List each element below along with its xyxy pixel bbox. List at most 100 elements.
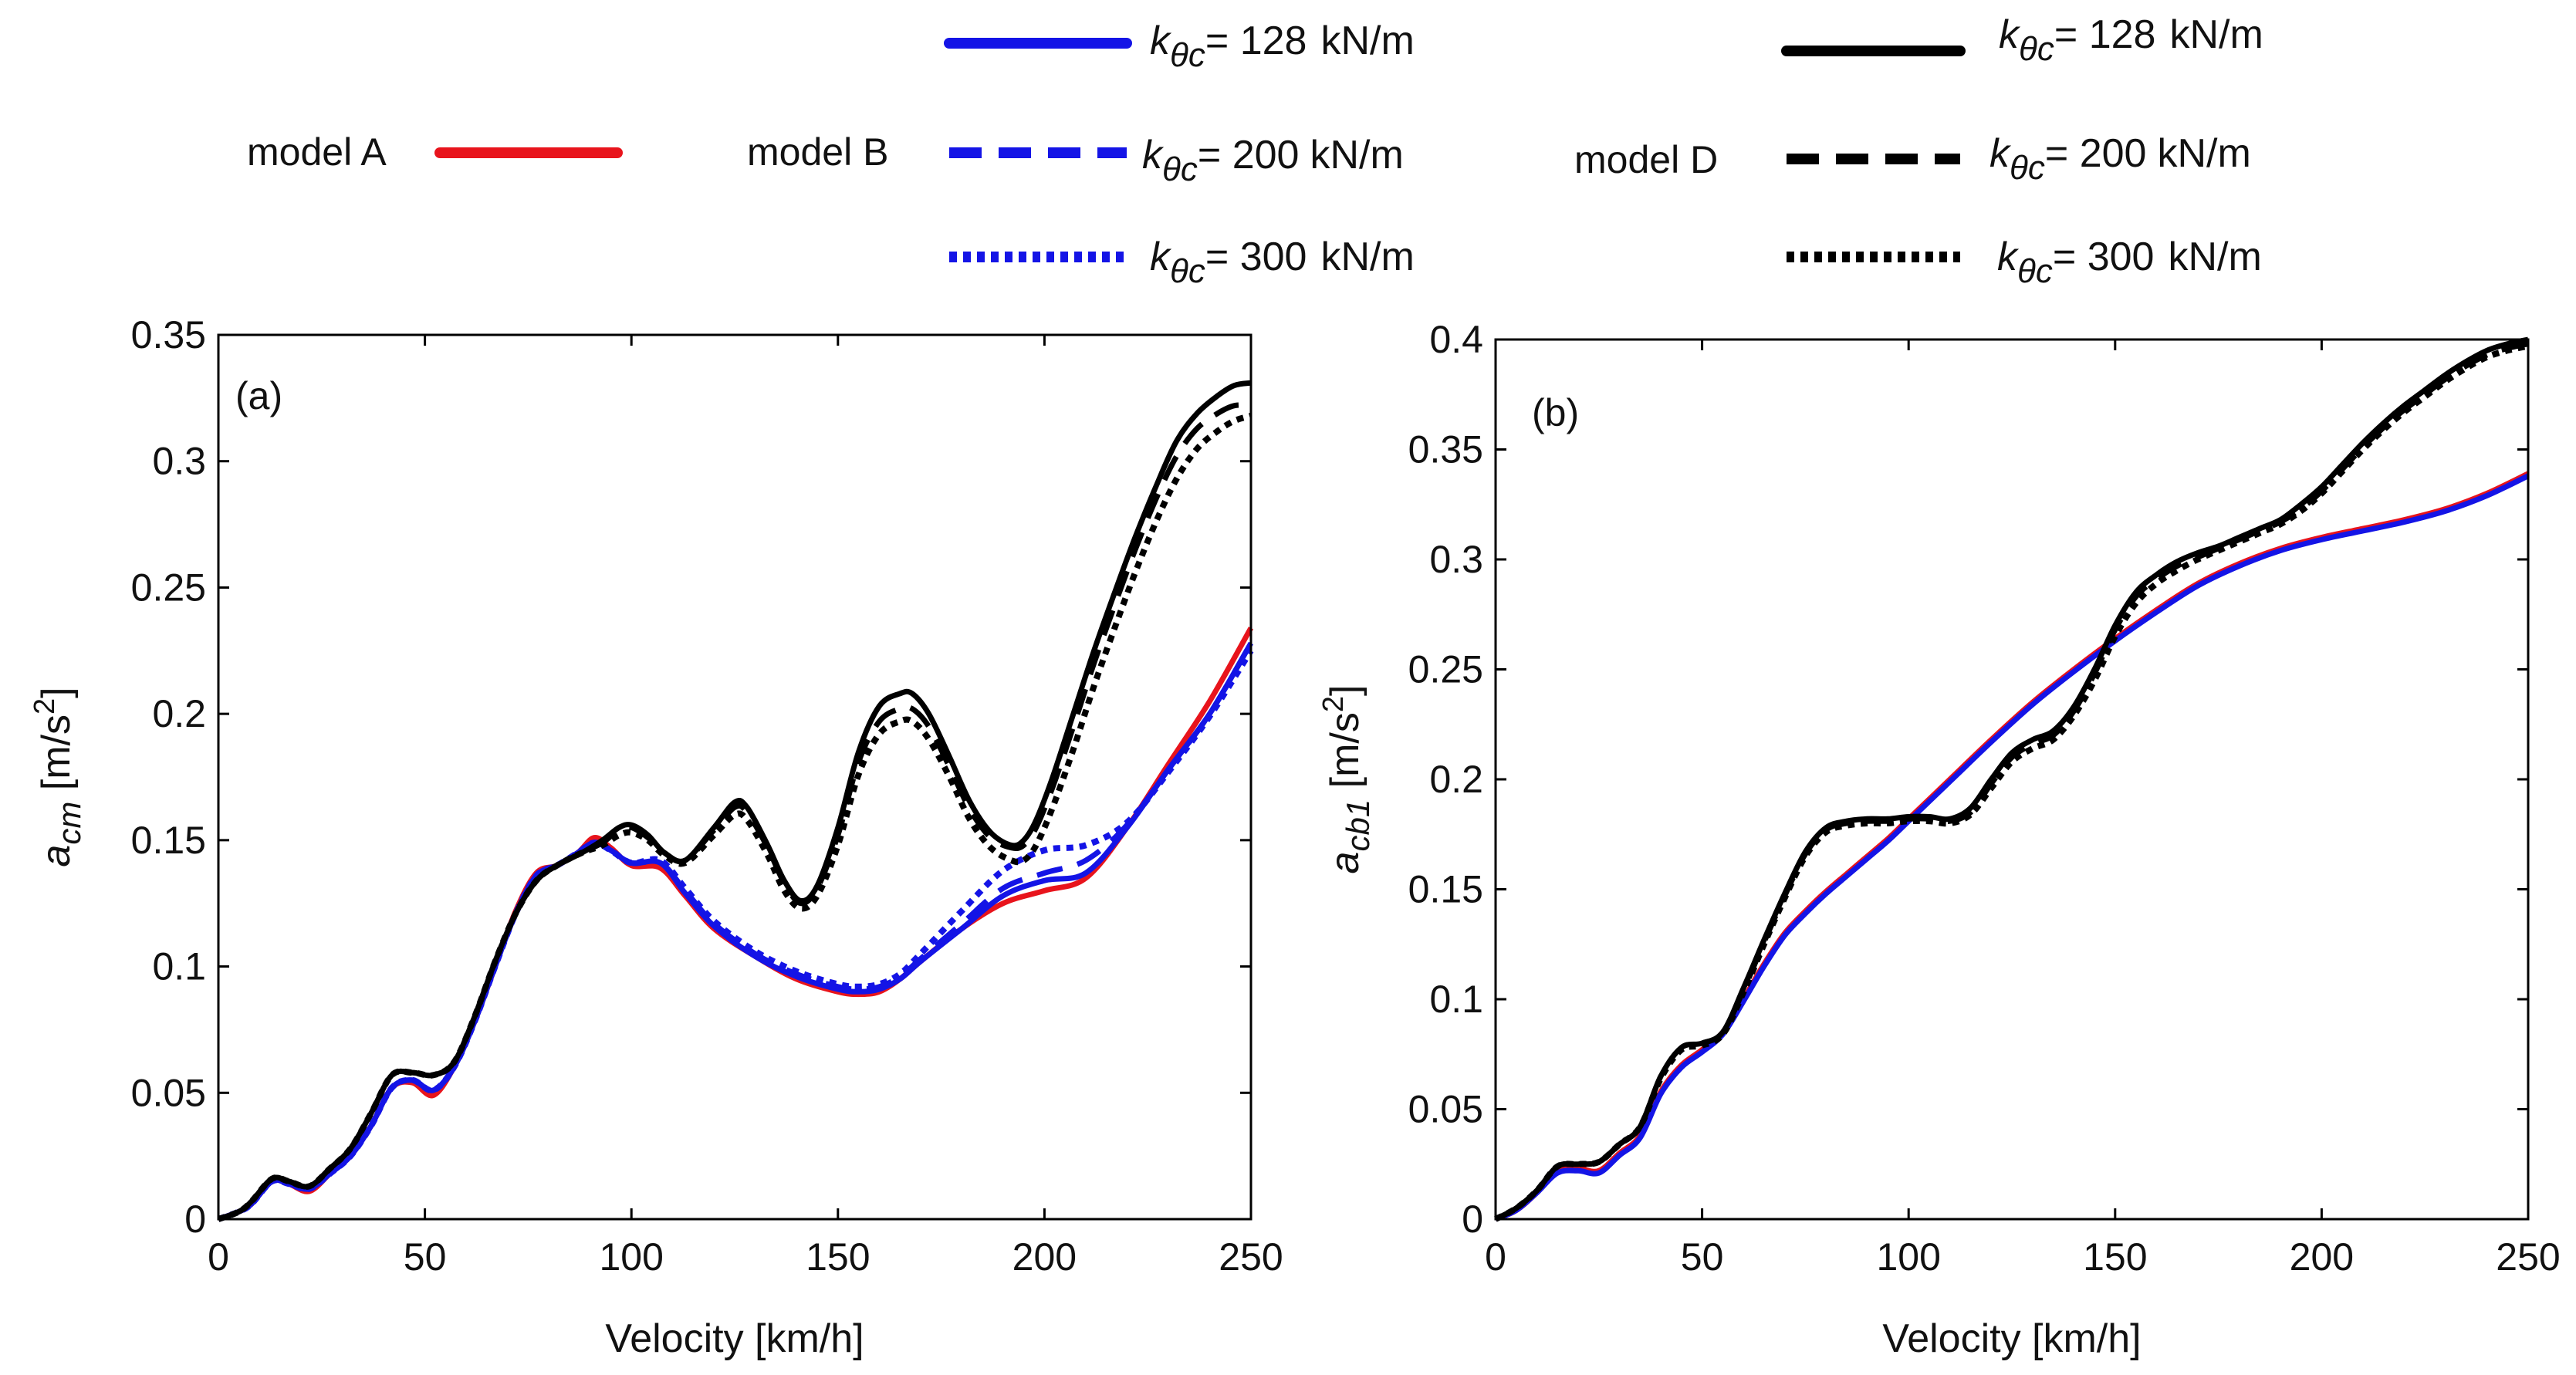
panel-label-b: (b) [1532, 391, 1579, 434]
y-axis-label-sub-b: cb1 [1340, 799, 1376, 852]
series-line-b-4 [1494, 343, 2529, 1222]
series-layer-b [1494, 336, 2530, 1222]
legend-k-subscript: θc [1170, 252, 1205, 290]
legend-k-subscript: θc [2017, 252, 2053, 290]
legend-k-symbol: k [1150, 19, 1172, 63]
x-tick-label: 200 [2290, 1235, 2354, 1279]
x-tick-label: 250 [1219, 1235, 1283, 1279]
y-tick-label: 0.05 [131, 1071, 206, 1114]
axes-frame-a [217, 333, 1253, 1221]
legend-unit: kN/m [2169, 12, 2263, 57]
y-tick-label: 0.35 [1408, 428, 1483, 471]
ticks-layer-a: 0 50 100 150 200 250 0 0.05 0.1 0.15 0.2 0.25 0.3 0.3… [131, 313, 1283, 1279]
y-tick-label: 0.1 [152, 945, 206, 988]
x-tick-label: 200 [1012, 1235, 1077, 1279]
legend-label-model-a: model A [247, 130, 387, 174]
series-line-b-3 [1494, 341, 2529, 1222]
series-line-b-1 [1494, 473, 2530, 1222]
x-tick-label: 0 [208, 1235, 229, 1279]
series-line-a-4 [217, 380, 1252, 1222]
y-tick-label: 0.35 [131, 313, 206, 356]
legend-unit: kN/m [1320, 19, 1414, 63]
x-tick-label: 150 [2083, 1235, 2147, 1279]
x-tick-label: 150 [806, 1235, 870, 1279]
legend-k-d-128: kθc= 128 kN/m [1999, 12, 2263, 68]
y-axis-label-unit-b: [m/s [1323, 712, 1367, 799]
series-line-a-3 [217, 649, 1254, 1222]
y-axis-label-b: acb1 [m/s2] [1317, 685, 1376, 874]
y-tick-label: 0.3 [152, 440, 206, 483]
y-tick-label: 0.3 [1429, 538, 1483, 581]
x-tick-label: 0 [1485, 1235, 1506, 1279]
y-tick-label: 0 [1462, 1198, 1483, 1241]
legend-k-symbol: k [1150, 235, 1172, 279]
x-tick-label: 250 [2496, 1235, 2560, 1279]
x-axis-label-b: Velocity [km/h] [1882, 1316, 2141, 1361]
legend-k-d-200: kθc= 200 kN/m [1989, 131, 2251, 187]
y-tick-label: 0.15 [1408, 868, 1483, 911]
legend-k-symbol: k [1142, 133, 1165, 177]
y-tick-label: 0.15 [131, 819, 206, 862]
chart-panel-b: 0 50 100 150 200 250 0 0.05 0.1 0.15 0.2 0.25 0.3 0.3… [1317, 318, 2561, 1361]
y-tick-label: 0.2 [1429, 758, 1483, 801]
panel-label-a: (a) [235, 374, 282, 417]
legend-k-symbol: k [1997, 235, 2020, 279]
y-axis-label-main-a: a [34, 845, 79, 867]
legend-unit: kN/m [2157, 131, 2250, 176]
y-tick-label: 0.25 [131, 566, 206, 609]
legend-k-symbol: k [1989, 131, 2012, 176]
y-axis-label-sup-a: 2 [29, 698, 61, 715]
legend-label-model-b: model B [747, 130, 888, 174]
legend-k-subscript: θc [1170, 36, 1205, 74]
y-axis-label-close-a: ] [34, 687, 79, 698]
series-layer-a [217, 380, 1254, 1222]
series-line-a-1 [217, 641, 1254, 1222]
legend-value-200: = 200 [2045, 131, 2147, 176]
legend-k-b-200: kθc= 200 kN/m [1142, 133, 1404, 188]
legend-value-128: = 128 [1205, 19, 1307, 63]
legend-value-300: = 300 [1205, 235, 1307, 279]
y-tick-label: 0 [184, 1198, 206, 1241]
legend-k-subscript: θc [2019, 30, 2054, 68]
series-line-a-6 [217, 412, 1253, 1222]
legend-k-symbol: k [1999, 12, 2021, 57]
legend-unit: kN/m [1310, 133, 1403, 177]
y-axis-label-sup-b: 2 [1317, 696, 1350, 712]
legend-value-128: = 128 [2054, 12, 2156, 57]
y-tick-label: 0.2 [152, 692, 206, 735]
legend-k-subscript: θc [1162, 150, 1198, 188]
legend-label-model-d: model D [1574, 138, 1718, 181]
y-tick-label: 0.1 [1429, 978, 1483, 1021]
y-axis-label-main-b: a [1323, 852, 1367, 874]
y-tick-label: 0.4 [1429, 318, 1483, 361]
legend-unit: kN/m [2168, 235, 2261, 279]
legend-unit: kN/m [1320, 235, 1414, 279]
y-axis-label-sub-a: cm [51, 802, 87, 845]
x-tick-label: 100 [1876, 1235, 1940, 1279]
legend-value-300: = 300 [2053, 235, 2155, 279]
chart-panel-a: 0 50 100 150 200 250 0 0.05 0.1 0.15 0.2 0.25 0.3 0.3… [29, 313, 1283, 1361]
y-axis-label-close-b: ] [1323, 685, 1367, 696]
x-axis-label-a: Velocity [km/h] [605, 1316, 864, 1361]
legend-k-subscript: θc [2010, 149, 2045, 187]
legend: model A model B kθc= 128 kN/m kθc= 200 kN/… [247, 12, 2263, 290]
x-tick-label: 50 [1681, 1235, 1724, 1279]
legend-value-200: = 200 [1198, 133, 1300, 177]
y-tick-label: 0.25 [1408, 648, 1483, 691]
series-line-a-2 [217, 641, 1254, 1222]
series-line-a-5 [217, 402, 1252, 1222]
x-tick-label: 100 [599, 1235, 663, 1279]
legend-k-b-300: kθc= 300 kN/m [1150, 235, 1415, 290]
axes-frame-b [1494, 338, 2530, 1221]
y-axis-label-a: acm [m/s2] [29, 687, 87, 867]
legend-k-d-300: kθc= 300 kN/m [1997, 235, 2262, 290]
series-line-b-2 [1494, 336, 2529, 1222]
ticks-layer-b: 0 50 100 150 200 250 0 0.05 0.1 0.15 0.2 0.25 0.3 0.3… [1408, 318, 2561, 1279]
y-axis-label-unit-a: [m/s [34, 715, 79, 802]
